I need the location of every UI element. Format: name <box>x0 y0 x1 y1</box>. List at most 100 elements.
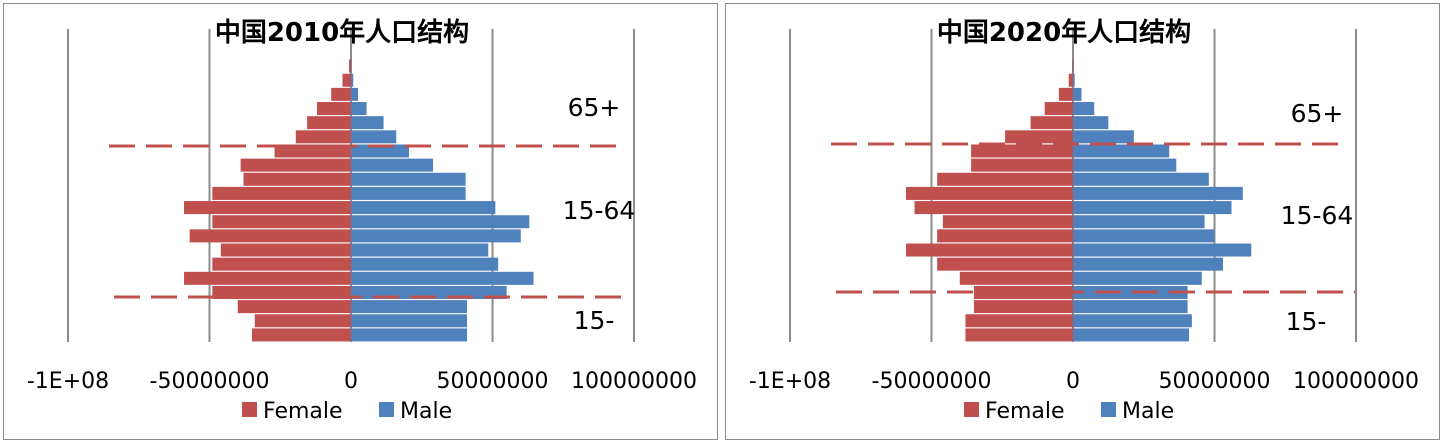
age-group-label: 65+ <box>1291 99 1344 128</box>
female-legend-swatch <box>242 402 257 417</box>
male-bar <box>1073 314 1192 328</box>
male-bar <box>1073 73 1075 87</box>
x-tick-label: 50000000 <box>1159 369 1271 394</box>
male-legend-label: Male <box>1122 399 1174 424</box>
male-bar <box>351 59 352 73</box>
x-tick-label: -50000000 <box>150 369 270 394</box>
chart-title: 中国2020年人口结构 <box>937 17 1191 48</box>
female-bar <box>184 271 351 285</box>
female-legend-swatch <box>964 402 979 417</box>
male-bar <box>351 271 534 285</box>
age-group-label: 15-64 <box>563 196 636 225</box>
male-bar <box>1073 300 1188 314</box>
female-bar <box>254 314 351 328</box>
x-tick-label: 0 <box>344 369 358 394</box>
male-bar <box>1073 328 1190 342</box>
female-bar <box>212 257 351 271</box>
chart-title: 中国2010年人口结构 <box>215 17 469 48</box>
male-bar <box>351 102 367 116</box>
female-bar <box>973 300 1073 314</box>
male-bar <box>1073 59 1074 73</box>
chart-svg-2020: 中国2020年人口结构 65+ 15-64 15- -1E+08 -50000000 0 50… <box>749 17 1419 424</box>
female-bar <box>965 314 1073 328</box>
female-bar <box>1005 130 1073 144</box>
female-bar <box>317 102 351 116</box>
pyramid-chart-2010: 中国2010年人口结构 65+ 15-64 15- -1E+08 -50000000 0 50… <box>3 3 718 440</box>
male-bar <box>351 87 359 101</box>
female-bar <box>906 243 1073 257</box>
female-bar <box>971 158 1073 172</box>
female-bar <box>274 144 351 158</box>
female-bar <box>307 116 351 130</box>
age-group-label: 15- <box>574 306 615 335</box>
male-bar <box>351 144 410 158</box>
female-bar <box>212 215 351 229</box>
female-bar <box>1030 116 1073 130</box>
male-bar <box>1073 87 1082 101</box>
female-legend-label: Female <box>985 399 1065 424</box>
male-legend-swatch <box>379 402 394 417</box>
male-bar <box>1073 186 1243 200</box>
female-bar <box>959 271 1073 285</box>
x-tick-label: -50000000 <box>872 369 992 394</box>
male-bar <box>1073 144 1170 158</box>
male-bar <box>351 314 468 328</box>
male-bar <box>1073 158 1177 172</box>
male-bar <box>1073 102 1095 116</box>
female-bar <box>189 229 351 243</box>
male-bar <box>351 215 530 229</box>
male-bar <box>1073 285 1188 299</box>
female-bar <box>349 59 351 73</box>
male-bar <box>351 328 468 342</box>
male-legend-label: Male <box>400 399 452 424</box>
female-bar <box>342 73 351 87</box>
x-tick-label: 0 <box>1066 369 1080 394</box>
x-tick-label: -1E+08 <box>749 369 831 394</box>
male-bar <box>1073 243 1252 257</box>
male-bar <box>351 229 521 243</box>
male-bar <box>351 130 397 144</box>
x-tick-label: 50000000 <box>437 369 549 394</box>
female-bar <box>220 243 351 257</box>
male-bar <box>351 186 466 200</box>
female-bar <box>942 215 1073 229</box>
female-bar <box>937 229 1073 243</box>
x-tick-label: 100000000 <box>1293 369 1419 394</box>
male-legend-swatch <box>1101 402 1116 417</box>
male-bar <box>1073 172 1209 186</box>
female-bar <box>243 172 351 186</box>
female-bar <box>937 172 1073 186</box>
female-bar <box>971 144 1073 158</box>
female-bar <box>1068 73 1073 87</box>
male-bar <box>351 73 354 87</box>
female-bar <box>212 186 351 200</box>
female-bar <box>184 201 351 215</box>
female-bar <box>1072 59 1073 73</box>
female-bar <box>937 257 1073 271</box>
female-bar <box>331 87 351 101</box>
x-tick-label: 100000000 <box>571 369 697 394</box>
age-group-label: 65+ <box>568 93 621 122</box>
male-bar <box>1073 271 1202 285</box>
male-bar <box>1073 130 1134 144</box>
female-bar <box>295 130 351 144</box>
male-bar <box>1073 215 1205 229</box>
male-bar <box>1073 257 1223 271</box>
male-bar <box>351 172 466 186</box>
male-bar <box>351 116 384 130</box>
female-legend-label: Female <box>263 399 343 424</box>
pyramid-chart-2020: 中国2020年人口结构 65+ 15-64 15- -1E+08 -50000000 0 50… <box>725 3 1440 440</box>
age-group-label: 15- <box>1286 307 1327 336</box>
female-bar <box>965 328 1073 342</box>
male-bar <box>1073 116 1109 130</box>
male-bar <box>1073 229 1215 243</box>
male-bar <box>351 300 468 314</box>
age-group-label: 15-64 <box>1281 201 1354 230</box>
male-bar <box>351 257 499 271</box>
female-bar <box>906 186 1073 200</box>
male-bar <box>351 201 496 215</box>
male-bar <box>1073 201 1232 215</box>
male-bar <box>351 243 489 257</box>
female-bar <box>240 158 351 172</box>
female-bar <box>914 201 1073 215</box>
